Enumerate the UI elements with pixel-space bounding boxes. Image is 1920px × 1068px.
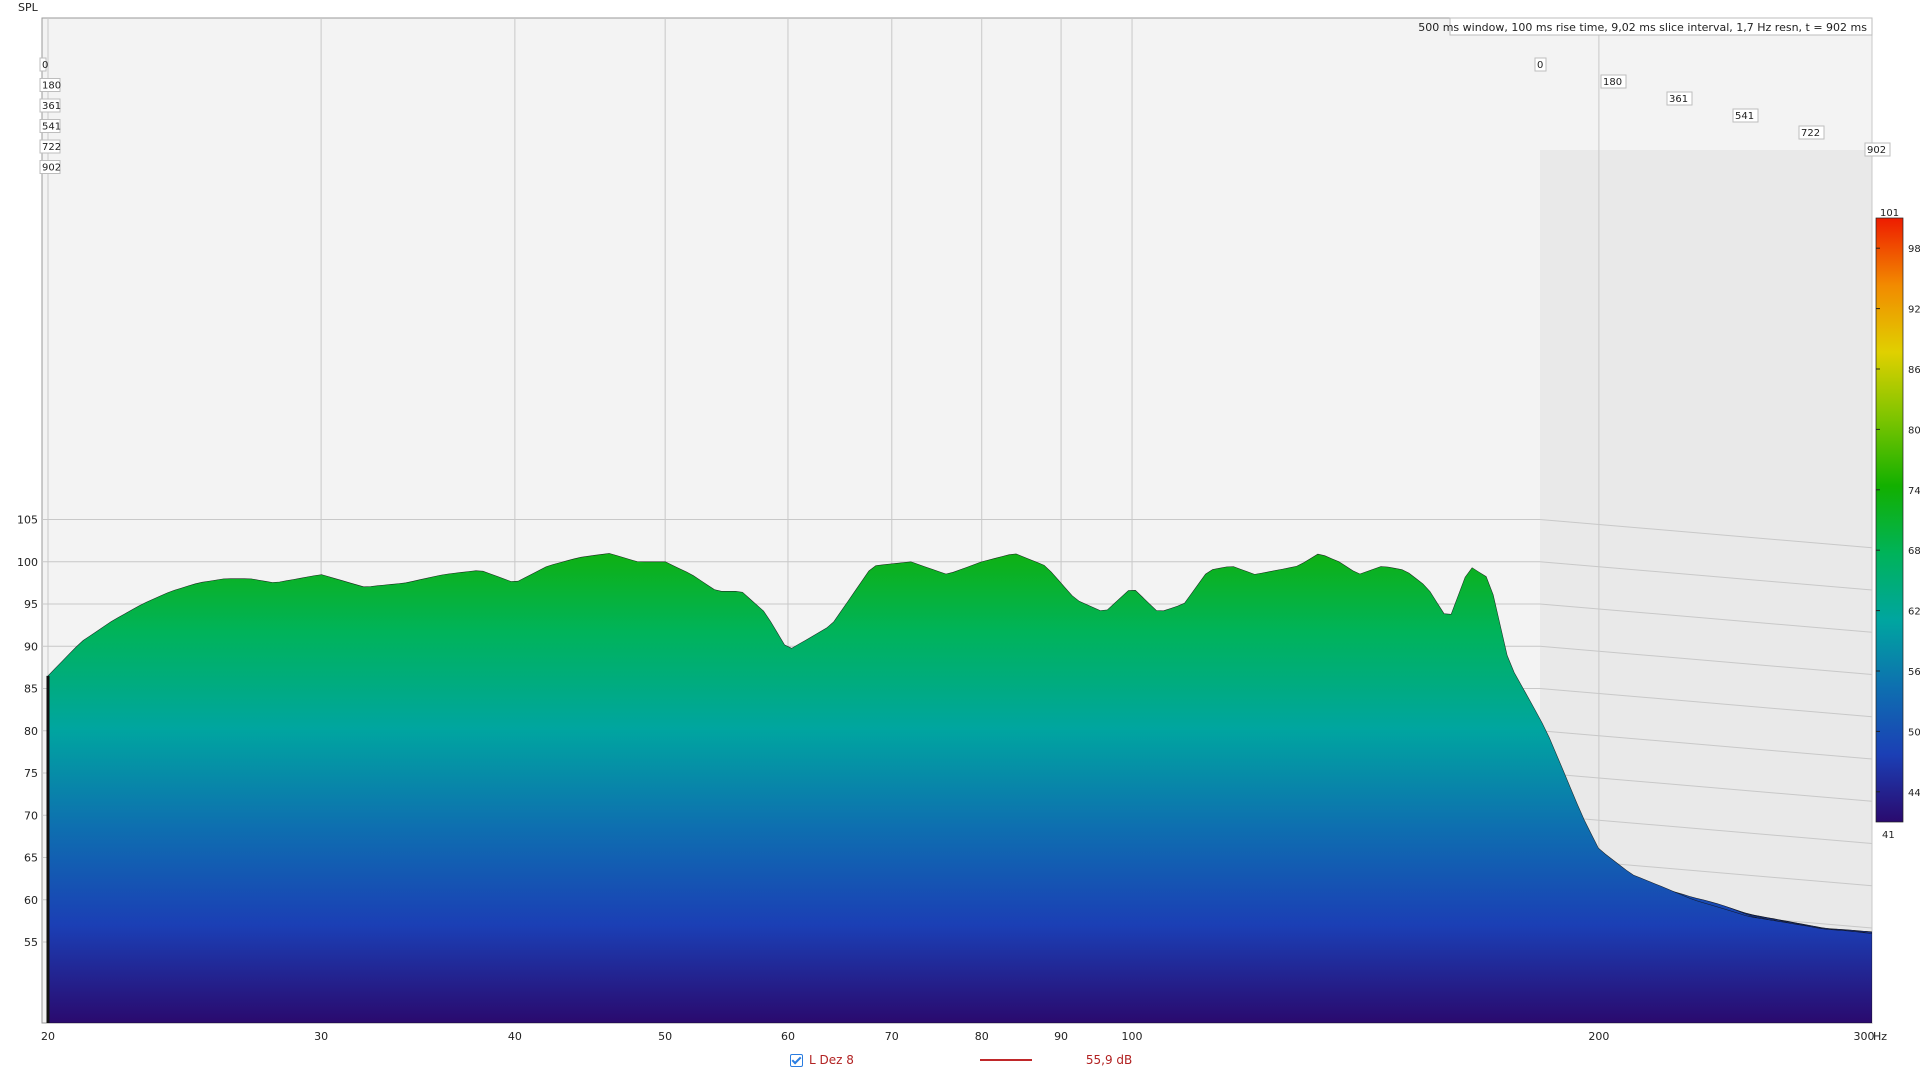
x-tick-label-5: 70 (885, 1030, 899, 1043)
time-tick-left-5: 902 (39, 160, 61, 174)
svg-text:541: 541 (42, 122, 61, 133)
y-tick-label-2: 65 (24, 852, 38, 865)
svg-text:180: 180 (42, 81, 61, 92)
colorbar-tick-2: 56 (1908, 667, 1920, 678)
svg-text:902: 902 (1867, 145, 1886, 156)
y-tick-label-1: 60 (24, 894, 38, 907)
colorbar: 101 41 44 50 56 62 68 74 80 86 92 98 (1875, 208, 1920, 841)
time-tick-right-3: 541 (1732, 108, 1759, 123)
colorbar-tick-9: 98 (1908, 244, 1920, 255)
x-tick-label-7: 90 (1054, 1030, 1068, 1043)
y-tick-label-10: 105 (17, 514, 38, 527)
colorbar-tick-6: 80 (1908, 425, 1920, 436)
grid-line-depth-7 (1539, 645, 1873, 675)
slice-55 (47, 553, 1872, 1023)
grid-line-depth-9 (1539, 561, 1873, 591)
x-tick-label-10: 300 (1854, 1030, 1875, 1043)
time-tick-left-0: 0 (39, 57, 48, 72)
x-tick-label-8: 100 (1122, 1030, 1143, 1043)
legend-series-name: L Dez 8 (809, 1053, 854, 1067)
time-tick-right-0: 0 (1534, 57, 1547, 72)
time-tick-right-2: 361 (1666, 91, 1693, 106)
y-axis-ticks: 55 60 65 70 75 80 85 90 95 100 105 (17, 514, 38, 950)
x-axis-unit: Hz (1873, 1030, 1887, 1043)
svg-text:902: 902 (42, 163, 61, 174)
legend: L Dez 8 55,9 dB (790, 1052, 1132, 1068)
svg-text:180: 180 (1603, 77, 1622, 88)
x-tick-label-3: 50 (658, 1030, 672, 1043)
waterfall-surface (47, 553, 1872, 1023)
legend-value: 55,9 dB (1085, 1053, 1133, 1067)
x-tick-label-9: 200 (1588, 1030, 1609, 1043)
colorbar-ticks: 44 50 56 62 68 74 80 86 92 98 (1876, 244, 1920, 799)
grid-line-depth-8 (1539, 603, 1873, 633)
grid-line-depth-10 (1539, 519, 1873, 549)
time-axis-ticks-right: 0 180 361 541 722 902 (1534, 57, 1891, 157)
colorbar-tick-1: 50 (1908, 727, 1920, 738)
y-tick-label-8: 95 (24, 598, 38, 611)
time-tick-left-4: 722 (39, 139, 61, 154)
svg-text:0: 0 (1537, 60, 1543, 71)
y-tick-label-7: 90 (24, 640, 38, 653)
svg-text:722: 722 (42, 142, 61, 153)
grid-line-depth-3 (1539, 814, 1873, 844)
y-tick-label-4: 75 (24, 767, 38, 780)
colorbar-tick-8: 92 (1908, 305, 1920, 316)
colorbar-min-label: 41 (1882, 830, 1895, 841)
header-text: 500 ms window, 100 ms rise time, 9,02 ms… (1418, 21, 1867, 34)
colorbar-tick-0: 44 (1908, 788, 1920, 799)
colorbar-tick-3: 62 (1908, 607, 1920, 618)
svg-text:722: 722 (1801, 128, 1820, 139)
x-tick-label-1: 30 (314, 1030, 328, 1043)
colorbar-scale (1875, 217, 1904, 823)
time-tick-right-4: 722 (1798, 125, 1825, 140)
colorbar-tick-7: 86 (1908, 365, 1920, 376)
y-tick-label-6: 85 (24, 683, 38, 696)
series-checkbox[interactable] (790, 1053, 803, 1067)
time-tick-right-5: 902 (1864, 142, 1891, 157)
y-tick-label-5: 80 (24, 725, 38, 738)
svg-text:361: 361 (1669, 94, 1688, 105)
time-axis-ticks-left: 0 180 361 541 722 902 (39, 57, 61, 174)
time-tick-right-1: 180 (1600, 74, 1627, 89)
y-axis-label: SPL (18, 1, 39, 14)
time-tick-left-2: 361 (39, 98, 61, 113)
svg-text:0: 0 (42, 60, 48, 71)
y-tick-label-3: 70 (24, 809, 38, 822)
time-tick-left-1: 180 (39, 78, 61, 92)
svg-text:541: 541 (1735, 111, 1754, 122)
legend-line (979, 1059, 1032, 1061)
x-tick-label-0: 20 (41, 1030, 55, 1043)
x-tick-label-6: 80 (975, 1030, 989, 1043)
grid-line-depth-6 (1539, 688, 1873, 718)
colorbar-tick-5: 74 (1908, 486, 1920, 497)
header-box: 500 ms window, 100 ms rise time, 9,02 ms… (1418, 17, 1873, 36)
x-tick-label-2: 40 (508, 1030, 522, 1043)
y-tick-label-9: 100 (17, 556, 38, 569)
time-tick-left-3: 541 (39, 119, 61, 133)
colorbar-max-label: 101 (1880, 208, 1899, 219)
svg-text:361: 361 (42, 101, 61, 112)
y-tick-label-0: 55 (24, 936, 38, 949)
grid-line-depth-4 (1539, 772, 1873, 802)
x-tick-label-4: 60 (781, 1030, 795, 1043)
grid-line-depth-5 (1539, 730, 1873, 760)
colorbar-tick-4: 68 (1908, 546, 1920, 557)
